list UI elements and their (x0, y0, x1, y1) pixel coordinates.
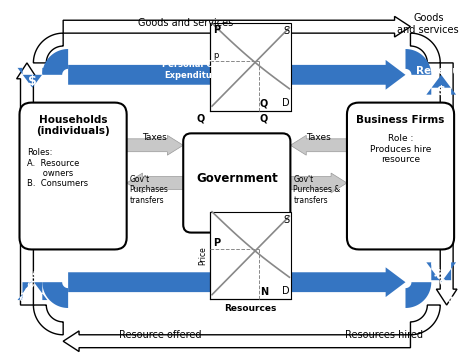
Text: $: $ (437, 85, 446, 98)
Text: Business Firms: Business Firms (356, 115, 445, 125)
Polygon shape (437, 63, 457, 305)
Text: Personal Cons
Expenditures: Personal Cons Expenditures (162, 60, 228, 79)
Bar (210, 23, 292, 111)
Polygon shape (426, 75, 456, 95)
Text: Q: Q (197, 113, 205, 124)
Polygon shape (17, 63, 37, 305)
Text: P: P (213, 238, 220, 248)
Text: Q: Q (260, 98, 268, 108)
Polygon shape (127, 135, 183, 155)
Polygon shape (42, 49, 68, 75)
Text: Resources hired: Resources hired (345, 330, 423, 340)
FancyBboxPatch shape (19, 103, 127, 250)
Polygon shape (63, 331, 410, 352)
Text: Goods
and services: Goods and services (398, 13, 459, 35)
Polygon shape (68, 267, 405, 297)
Text: Resources: Resources (225, 304, 277, 313)
Polygon shape (33, 305, 63, 335)
Text: Roles:
A.  Resource
      owners
B.  Consumers: Roles: A. Resource owners B. Consumers (27, 148, 89, 188)
Text: D: D (282, 98, 290, 107)
Text: $income: $income (18, 258, 47, 304)
Text: Gov't
Purchases
transfers: Gov't Purchases transfers (130, 175, 169, 205)
Text: Goods and services: Goods and services (137, 18, 233, 28)
Polygon shape (291, 173, 347, 193)
Text: S: S (283, 26, 290, 36)
Polygon shape (68, 60, 405, 90)
FancyBboxPatch shape (347, 103, 454, 250)
Polygon shape (426, 262, 456, 282)
Text: p: p (213, 51, 219, 60)
Text: P: P (213, 25, 220, 35)
Bar (210, 212, 292, 299)
Polygon shape (405, 49, 431, 75)
Text: Taxes: Taxes (143, 133, 167, 142)
Polygon shape (410, 33, 440, 63)
Text: $: $ (28, 75, 37, 88)
Polygon shape (405, 282, 431, 308)
Polygon shape (127, 173, 183, 193)
Polygon shape (291, 135, 347, 155)
Text: Role :
Produces hire
resource: Role : Produces hire resource (370, 134, 431, 164)
Text: Taxes: Taxes (306, 133, 331, 142)
Polygon shape (410, 305, 440, 335)
Text: Households
(individuals): Households (individuals) (36, 115, 110, 136)
Text: $expenses: $expenses (424, 253, 458, 310)
Text: Government: Government (196, 171, 278, 184)
FancyBboxPatch shape (183, 134, 291, 233)
Text: Q: Q (260, 113, 268, 124)
Text: Revenue: Revenue (416, 66, 466, 76)
Text: S: S (283, 215, 290, 225)
Polygon shape (42, 282, 68, 308)
Polygon shape (18, 280, 47, 300)
Text: Price: Price (198, 246, 207, 265)
Text: Gov't
Purchases &
transfers: Gov't Purchases & transfers (293, 175, 341, 205)
Polygon shape (33, 33, 63, 63)
Polygon shape (18, 68, 47, 88)
Text: D: D (282, 286, 290, 296)
Text: Resource offered: Resource offered (119, 330, 201, 340)
Text: N: N (260, 287, 268, 297)
Polygon shape (63, 16, 410, 37)
